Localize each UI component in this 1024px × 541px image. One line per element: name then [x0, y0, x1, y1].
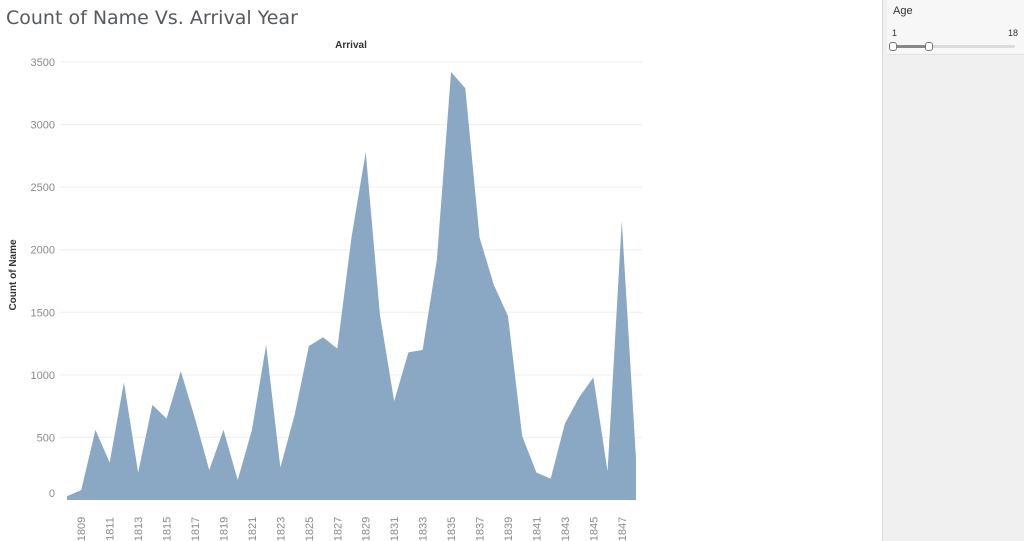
- x-tick-label: 1843: [560, 517, 572, 541]
- x-tick-label: 1835: [446, 517, 458, 541]
- x-tick-label: 1817: [190, 517, 202, 541]
- x-tick-label: 1819: [218, 517, 230, 541]
- age-max-label: 18: [1007, 28, 1018, 38]
- y-tick-label: 2500: [31, 182, 55, 194]
- x-axis: 1809 1811 1813 1815 1817 1819 1821 1823 1825 1827…: [76, 517, 629, 541]
- y-axis: 0 500 1000 1500 2000 2500 3000 3500: [31, 57, 55, 500]
- x-tick-label: 1813: [133, 517, 145, 541]
- chart-title: Count of Name Vs. Arrival Year: [6, 7, 298, 29]
- y-tick-label: 1000: [31, 370, 55, 382]
- x-tick-label: 1821: [247, 517, 259, 541]
- x-tick-label: 1839: [503, 517, 515, 541]
- x-tick-label: 1809: [76, 517, 88, 541]
- y-tick-label: 2000: [31, 245, 55, 257]
- age-min-label: 1: [892, 28, 898, 38]
- filter-panel: [883, 0, 1024, 541]
- chart-header-arrival: Arrival: [335, 40, 367, 51]
- y-tick-label: 500: [37, 432, 55, 444]
- x-tick-label: 1829: [361, 517, 373, 541]
- y-axis-label: Count of Name: [8, 239, 19, 311]
- area-shape: [67, 72, 636, 500]
- y-tick-label: 3000: [31, 120, 55, 132]
- panel-divider: [882, 0, 883, 541]
- x-tick-label: 1831: [389, 517, 401, 541]
- age-range-fill: [893, 45, 929, 48]
- y-tick-label: 1500: [31, 307, 55, 319]
- x-tick-label: 1815: [162, 517, 174, 541]
- x-tick-label: 1841: [531, 517, 543, 541]
- y-tick-label: 0: [49, 488, 55, 500]
- age-slider-high-handle[interactable]: [924, 42, 933, 51]
- area-series: [67, 72, 636, 500]
- y-tick-label: 3500: [31, 57, 55, 69]
- x-tick-label: 1837: [475, 517, 487, 541]
- age-filter-card: Age 1 18: [887, 0, 1024, 55]
- x-tick-label: 1827: [332, 517, 344, 541]
- x-tick-label: 1833: [418, 517, 430, 541]
- x-tick-label: 1823: [275, 517, 287, 541]
- age-slider-low-handle[interactable]: [889, 42, 897, 51]
- area-chart: Arrival Count of Name 0 500 1000 1500 2000 25…: [8, 40, 642, 541]
- x-tick-label: 1845: [588, 517, 600, 541]
- age-range-slider[interactable]: [889, 42, 1015, 51]
- x-tick-label: 1825: [304, 517, 316, 541]
- x-tick-label: 1811: [105, 517, 117, 541]
- age-filter-title: Age: [893, 5, 913, 17]
- x-tick-label: 1847: [617, 517, 629, 541]
